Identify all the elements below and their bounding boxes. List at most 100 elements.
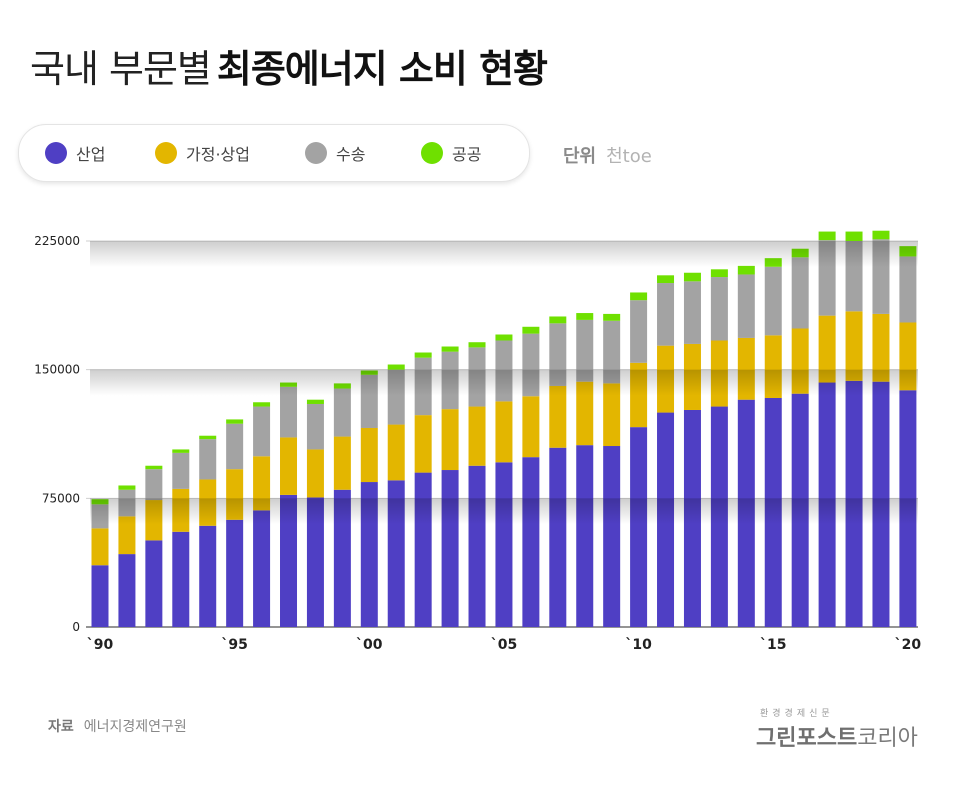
bar-공공-2018	[845, 231, 863, 241]
bar-가정·상업-2009	[603, 383, 621, 447]
stacked-bar-chart: 0 75000 150000 225000 `90 `95 `00 `05 `10 `15 `20	[34, 230, 922, 653]
legend-label-household: 가정·상업	[186, 145, 250, 164]
bar-수송-2014	[737, 274, 755, 338]
bar-가정·상업-2003	[441, 409, 459, 471]
bar-공공-2006	[522, 326, 540, 334]
legend-label-transport: 수송	[336, 145, 366, 164]
bar-수송-2020	[899, 256, 917, 323]
bar-산업-2008	[576, 445, 594, 627]
bar-산업-1991	[118, 554, 136, 627]
bar-산업-1994	[199, 525, 217, 627]
bar-수송-1998	[306, 403, 324, 450]
bar-수송-1994	[199, 439, 217, 480]
bar-공공-1995	[226, 419, 244, 424]
legend-swatch-industry	[45, 142, 67, 164]
bar-가정·상업-2019	[872, 313, 890, 382]
gridline-shade-150000	[90, 369, 918, 396]
source-value: 에너지경제연구원	[83, 719, 187, 735]
bar-공공-2004	[468, 342, 486, 348]
bar-가정·상업-2002	[414, 415, 432, 473]
bar-공공-2017	[818, 231, 836, 241]
x-tick-label: `05	[491, 637, 517, 653]
logo-bold: 그린포스트	[756, 726, 858, 751]
y-tick-label: 150000	[34, 363, 80, 377]
unit-value: 천toe	[606, 146, 652, 167]
bar-산업-1995	[226, 519, 244, 627]
bar-가정·상업-1996	[253, 456, 271, 511]
bar-산업-1993	[172, 531, 190, 627]
bar-공공-2005	[495, 334, 513, 341]
bar-가정·상업-2005	[495, 401, 513, 463]
y-tick-label: 75000	[42, 491, 80, 505]
bar-가정·상업-1997	[280, 437, 298, 495]
bar-수송-2011	[657, 283, 675, 346]
unit-key: 단위	[563, 146, 597, 167]
bar-산업-2005	[495, 462, 513, 627]
bar-공공-2014	[737, 265, 755, 275]
bar-수송-2015	[764, 266, 782, 336]
logo-wordmark: 그린포스트코리아	[756, 720, 918, 752]
bar-수송-2016	[791, 257, 809, 329]
bar-공공-2002	[414, 352, 432, 358]
bar-산업-1997	[280, 494, 298, 627]
legend-label-public: 공공	[452, 145, 482, 164]
bar-가정·상업-2001	[387, 424, 405, 481]
legend-swatch-public	[421, 142, 443, 164]
chart-title-light: 국내 부문별	[30, 47, 212, 91]
bar-수송-1996	[253, 406, 271, 457]
y-tick-label: 0	[72, 620, 80, 634]
bar-산업-2003	[441, 470, 459, 627]
source-key: 자료	[48, 719, 74, 735]
bar-공공-1996	[253, 402, 271, 407]
x-tick-label: `90	[87, 637, 114, 653]
bar-산업-2007	[549, 447, 567, 627]
bar-수송-1995	[226, 423, 244, 470]
gridline-shade-225000	[90, 241, 918, 267]
bar-가정·상업-1998	[306, 449, 324, 498]
bar-산업-2006	[522, 457, 540, 627]
bar-공공-1991	[118, 485, 136, 490]
legend: 산업 가정·상업 수송 공공	[18, 124, 530, 182]
bar-공공-2009	[603, 313, 621, 321]
logo-tagline: 환경경제신문	[760, 709, 834, 719]
x-tick-label: `00	[356, 637, 383, 653]
legend-item-transport: 수송	[305, 141, 365, 165]
bar-가정·상업-2007	[549, 385, 567, 448]
x-tick-label: `15	[760, 637, 786, 653]
bar-산업-2002	[414, 472, 432, 627]
bar-수송-1997	[280, 386, 298, 438]
bar-산업-2009	[603, 446, 621, 627]
logo-rest: 코리아	[857, 726, 918, 751]
x-tick-label: `10	[625, 637, 652, 653]
legend-swatch-household	[155, 142, 177, 164]
bar-가정·상업-1990	[91, 528, 109, 566]
bar-산업-1998	[306, 497, 324, 627]
legend-swatch-transport	[305, 142, 327, 164]
source: 자료 에너지경제연구원	[48, 716, 187, 736]
bar-가정·상업-2008	[576, 381, 594, 446]
bar-수송-1999	[333, 388, 351, 437]
bar-가정·상업-2018	[845, 311, 863, 381]
bar-공공-1994	[199, 435, 217, 440]
bar-공공-2007	[549, 316, 567, 324]
bar-수송-1992	[145, 469, 163, 501]
bar-공공-2001	[387, 364, 405, 370]
x-tick-label: `95	[221, 637, 247, 653]
bar-산업-2004	[468, 465, 486, 627]
unit-label: 단위 천toe	[563, 142, 652, 168]
bar-공공-2003	[441, 346, 459, 352]
bar-산업-1990	[91, 565, 109, 627]
bar-가정·상업-1999	[333, 436, 351, 490]
bar-수송-2012	[683, 281, 701, 344]
bar-가정·상업-2017	[818, 315, 836, 383]
legend-item-household: 가정·상업	[155, 141, 250, 165]
legend-item-public: 공공	[421, 141, 481, 165]
gridline-shade-75000	[90, 498, 918, 525]
bar-공공-2013	[710, 269, 728, 278]
x-tick-label: `20	[895, 637, 922, 653]
bar-공공-2010	[630, 292, 648, 301]
bar-공공-1992	[145, 465, 163, 470]
chart-title: 국내 부문별 최종에너지 소비 현황	[30, 38, 548, 93]
bar-수송-2008	[576, 319, 594, 382]
bar-공공-2019	[872, 230, 890, 240]
